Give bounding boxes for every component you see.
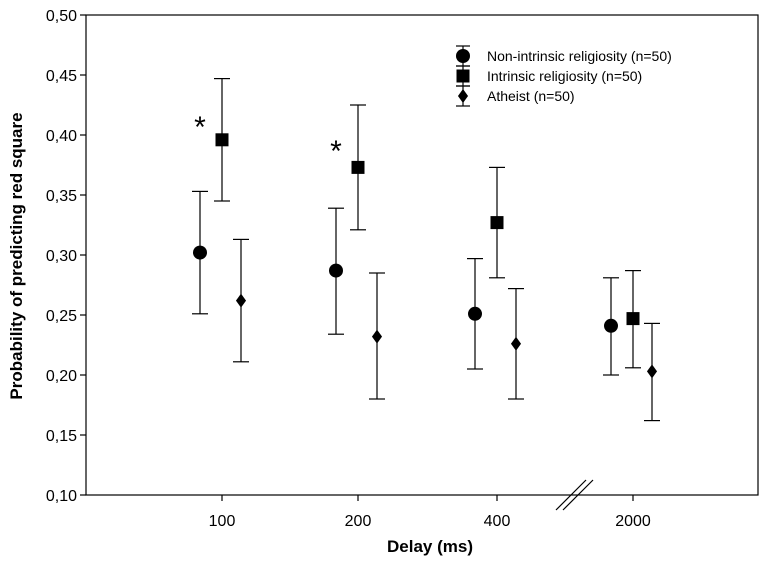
legend-marker-circle bbox=[456, 49, 470, 63]
axes bbox=[85, 14, 759, 511]
legend-label: Non-intrinsic religiosity (n=50) bbox=[487, 48, 672, 64]
data-point-square bbox=[351, 160, 365, 174]
axis-break-mark bbox=[555, 479, 587, 511]
legend-marker-diamond bbox=[457, 89, 469, 103]
series-layer bbox=[192, 77, 660, 422]
data-point-circle bbox=[468, 306, 482, 321]
x-tick-label: 200 bbox=[345, 513, 372, 530]
series-circle bbox=[192, 190, 619, 376]
plot-frame bbox=[85, 14, 759, 496]
x-tick-label: 100 bbox=[209, 513, 236, 530]
y-tick-label: 0,40 bbox=[46, 128, 77, 145]
x-tick-label: 2000 bbox=[615, 513, 651, 530]
legend-label: Intrinsic religiosity (n=50) bbox=[487, 68, 642, 84]
data-point-circle bbox=[604, 318, 618, 333]
legend-item: Non-intrinsic religiosity (n=50) bbox=[456, 45, 672, 67]
x-tick-label: 400 bbox=[484, 513, 511, 530]
data-point-square bbox=[626, 312, 640, 326]
data-point-diamond bbox=[371, 329, 383, 344]
y-tick-label: 0,45 bbox=[46, 68, 77, 85]
y-tick-label: 0,10 bbox=[46, 488, 77, 505]
y-tick-label: 0,20 bbox=[46, 368, 77, 385]
x-axis-title: Delay (ms) bbox=[387, 537, 473, 556]
legend-item: Intrinsic religiosity (n=50) bbox=[456, 65, 642, 87]
axis-break-mark bbox=[562, 479, 594, 511]
data-point-diamond bbox=[510, 336, 522, 351]
series-diamond bbox=[233, 238, 660, 422]
legend-marker-square bbox=[456, 69, 470, 83]
y-tick-label: 0,50 bbox=[46, 8, 77, 25]
y-axis-ticks: 0,10 0,15 0,20 0,25 0,30 0,35 0,40 0,45 0,50 bbox=[46, 8, 86, 505]
data-point-diamond bbox=[235, 293, 247, 308]
significance-asterisk: * bbox=[194, 111, 206, 144]
annotations: ** bbox=[194, 111, 342, 168]
significance-asterisk: * bbox=[330, 135, 342, 168]
y-axis-title: Probability of predicting red square bbox=[7, 112, 26, 399]
data-point-square bbox=[490, 216, 504, 230]
y-tick-label: 0,25 bbox=[46, 308, 77, 325]
series-square bbox=[214, 77, 641, 369]
data-point-diamond bbox=[646, 364, 658, 379]
y-tick-label: 0,30 bbox=[46, 248, 77, 265]
y-tick-label: 0,35 bbox=[46, 188, 77, 205]
legend-item: Atheist (n=50) bbox=[456, 85, 575, 107]
y-tick-label: 0,15 bbox=[46, 428, 77, 445]
data-point-circle bbox=[329, 263, 343, 278]
data-point-square bbox=[215, 133, 229, 147]
x-axis-ticks: 100 200 400 2000 bbox=[209, 495, 651, 530]
legend-label: Atheist (n=50) bbox=[487, 88, 575, 104]
legend: Non-intrinsic religiosity (n=50) Intrinsi… bbox=[456, 45, 672, 107]
data-point-circle bbox=[193, 245, 207, 260]
